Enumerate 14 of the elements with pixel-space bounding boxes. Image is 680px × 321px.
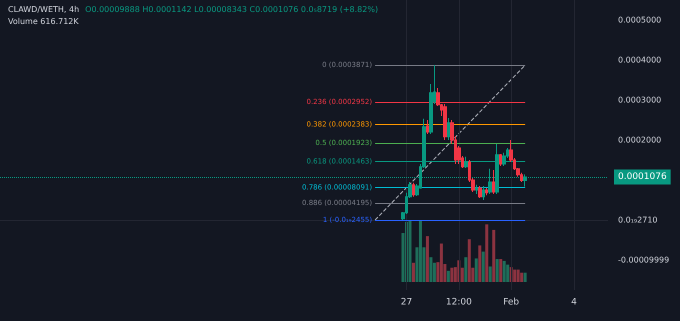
y-tick-label: 0.0005000 <box>618 16 662 24</box>
text: CLAWD/WETH, 4h <box>8 5 80 14</box>
x-tick-label: 12:00 <box>446 298 472 308</box>
x-tick-label: Feb <box>503 298 520 308</box>
x-tick-label: 27 <box>400 298 412 308</box>
y-tick-label: 0.0003000 <box>618 96 662 104</box>
x-tick-label: 4 <box>571 298 578 308</box>
text: O0.00009888 H0.0001142 L0.00008343 C0.0001076 0.0₅8719 (+8.82%) <box>85 5 378 14</box>
y-tick-label: 0.0004000 <box>618 56 662 64</box>
y-tick-label: 0.0₁₉2710 <box>618 216 658 224</box>
y-tick-label: -0.00009999 <box>618 255 670 264</box>
ref-line-label: 0.0001076 <box>618 172 667 182</box>
annotation: Volume 616.712K <box>8 16 80 28</box>
y-tick-label: 0.0002000 <box>618 136 662 144</box>
